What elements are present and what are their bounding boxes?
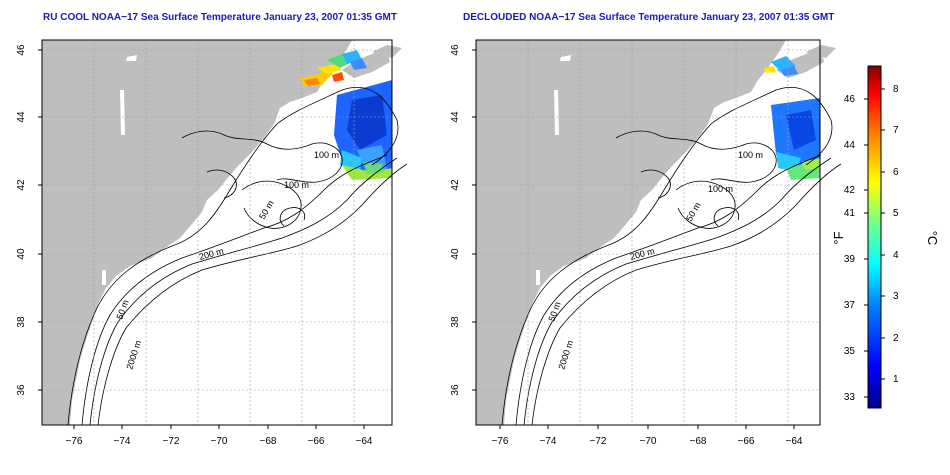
lon-tick-76-right: −76 bbox=[492, 436, 509, 447]
f-tick-35: 35 bbox=[844, 346, 856, 357]
lat-tick-42-right: 42 bbox=[450, 179, 461, 191]
panel-2-title: DECLOUDED NOAA−17 Sea Surface Temperatur… bbox=[463, 12, 835, 23]
panel-frame bbox=[41, 39, 393, 426]
lon-tick-68: −68 bbox=[260, 436, 277, 447]
lon-tick-70-right: −70 bbox=[640, 436, 657, 447]
f-tick-42: 42 bbox=[844, 185, 856, 196]
lat-tick-36-right: 36 bbox=[450, 384, 461, 396]
f-tick-39: 39 bbox=[844, 254, 856, 265]
lat-tick-38-right: 38 bbox=[450, 316, 461, 328]
lon-tick-72-right: −72 bbox=[590, 436, 607, 447]
c-tick-6: 6 bbox=[893, 167, 899, 178]
c-tick-7: 7 bbox=[893, 125, 899, 136]
c-tick-5: 5 bbox=[893, 208, 899, 219]
lat-tick-46: 46 bbox=[16, 44, 27, 56]
lon-tick-72: −72 bbox=[163, 436, 180, 447]
contour-label-100m-b-right: 100 m bbox=[708, 184, 733, 194]
sst-patch-gulf-of-maine bbox=[334, 80, 392, 180]
lon-tick-64-right: −64 bbox=[786, 436, 803, 447]
lat-tick-40-right: 40 bbox=[450, 248, 461, 260]
lat-tick-44: 44 bbox=[16, 111, 27, 123]
lon-tick-74: −74 bbox=[114, 436, 131, 447]
contour-label-100m-b: 100 m bbox=[284, 180, 309, 190]
graticule-right bbox=[476, 40, 820, 425]
lon-tick-64: −64 bbox=[356, 436, 373, 447]
contour-label-100m-a: 100 m bbox=[314, 150, 339, 160]
lat-tick-38: 38 bbox=[16, 316, 27, 328]
lon-tick-76: −76 bbox=[66, 436, 83, 447]
sst-patch-declouded-north bbox=[764, 56, 798, 76]
c-tick-2: 2 bbox=[893, 333, 899, 344]
f-tick-46: 46 bbox=[844, 94, 856, 105]
celsius-label: °C bbox=[925, 231, 940, 246]
f-tick-37: 37 bbox=[844, 300, 856, 311]
map-panel-left: 100 m 100 m 50 m 200 m 50 m 2000 m 46 44… bbox=[16, 39, 408, 447]
lon-tick-66-right: −66 bbox=[738, 436, 755, 447]
sst-patch-nova-scotia bbox=[300, 50, 367, 86]
lat-tick-46-right: 46 bbox=[450, 44, 461, 56]
lat-tick-40: 40 bbox=[16, 248, 27, 260]
fahrenheit-label: °F bbox=[831, 231, 846, 244]
c-tick-3: 3 bbox=[893, 291, 899, 302]
lat-tick-36: 36 bbox=[16, 384, 27, 396]
lon-tick-66: −66 bbox=[308, 436, 325, 447]
lon-tick-68-right: −68 bbox=[690, 436, 707, 447]
colorbar: 46 44 42 41 39 37 35 33 8 7 6 5 4 3 2 1 … bbox=[831, 65, 940, 409]
f-tick-41: 41 bbox=[844, 208, 856, 219]
f-tick-44: 44 bbox=[844, 140, 856, 151]
colorbar-scale bbox=[867, 65, 882, 409]
map-panel-right: 100 m 100 m 50 m 200 m 50 m 2000 m 46 44… bbox=[450, 39, 842, 447]
lat-tick-42: 42 bbox=[16, 179, 27, 191]
sst-patch-declouded-gulf bbox=[771, 98, 820, 180]
c-tick-8: 8 bbox=[893, 84, 899, 95]
c-tick-4: 4 bbox=[893, 250, 899, 261]
panel-1-title: RU COOL NOAA−17 Sea Surface Temperature … bbox=[43, 12, 397, 23]
lon-tick-70: −70 bbox=[211, 436, 228, 447]
contour-label-100m-a-right: 100 m bbox=[738, 150, 763, 160]
f-tick-33: 33 bbox=[844, 392, 856, 403]
graticule bbox=[42, 40, 392, 425]
lon-tick-74-right: −74 bbox=[540, 436, 557, 447]
lat-tick-44-right: 44 bbox=[450, 111, 461, 123]
c-tick-1: 1 bbox=[893, 374, 899, 385]
